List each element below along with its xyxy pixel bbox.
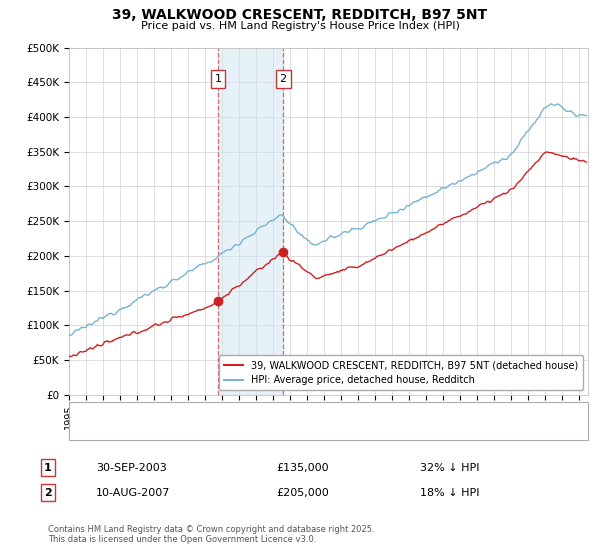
Text: Price paid vs. HM Land Registry's House Price Index (HPI): Price paid vs. HM Land Registry's House …: [140, 21, 460, 31]
Text: 1: 1: [44, 463, 52, 473]
Text: 39, WALKWOOD CRESCENT, REDDITCH, B97 5NT: 39, WALKWOOD CRESCENT, REDDITCH, B97 5NT: [112, 8, 488, 22]
Text: 2: 2: [44, 488, 52, 498]
Text: 1: 1: [214, 74, 221, 84]
Text: 18% ↓ HPI: 18% ↓ HPI: [420, 488, 479, 498]
Text: —: —: [81, 424, 95, 438]
Text: —: —: [81, 404, 95, 419]
Text: £205,000: £205,000: [276, 488, 329, 498]
Text: 39, WALKWOOD CRESCENT, REDDITCH, B97 5NT (detached house): 39, WALKWOOD CRESCENT, REDDITCH, B97 5NT…: [96, 407, 423, 417]
Text: 30-SEP-2003: 30-SEP-2003: [96, 463, 167, 473]
Bar: [218, 48, 283, 395]
Text: 2: 2: [280, 74, 287, 84]
Text: 10-AUG-2007: 10-AUG-2007: [96, 488, 170, 498]
Text: HPI: Average price, detached house, Redditch: HPI: Average price, detached house, Redd…: [96, 426, 320, 436]
Text: £135,000: £135,000: [276, 463, 329, 473]
Text: 32% ↓ HPI: 32% ↓ HPI: [420, 463, 479, 473]
Legend: 39, WALKWOOD CRESCENT, REDDITCH, B97 5NT (detached house), HPI: Average price, d: 39, WALKWOOD CRESCENT, REDDITCH, B97 5NT…: [219, 356, 583, 390]
Text: Contains HM Land Registry data © Crown copyright and database right 2025.
This d: Contains HM Land Registry data © Crown c…: [48, 525, 374, 544]
